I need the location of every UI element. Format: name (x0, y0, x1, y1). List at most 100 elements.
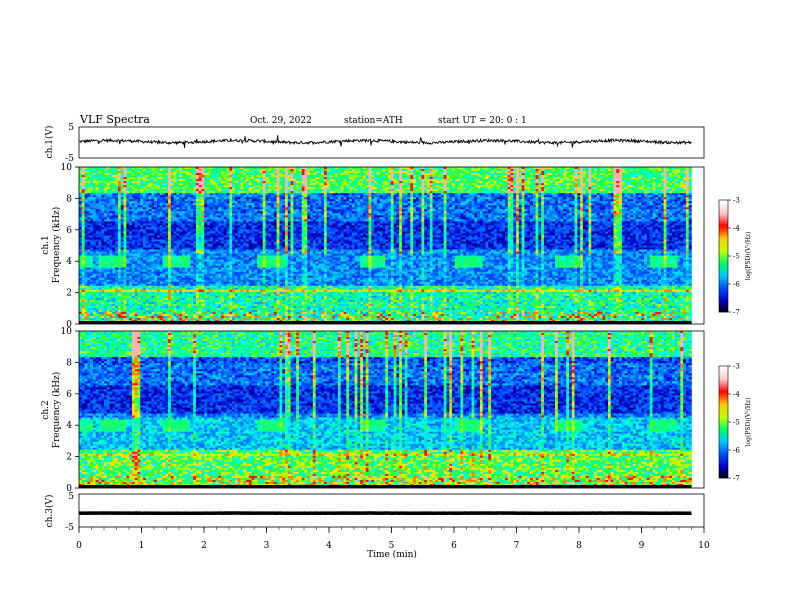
spectrogram-cell (107, 209, 110, 211)
spectrogram-cell (115, 280, 118, 282)
spectrogram-cell (129, 169, 132, 171)
spectrogram-cell (135, 268, 138, 270)
spectrogram-cell (101, 248, 104, 250)
spectrogram-cell (135, 264, 138, 266)
spectrogram-cell (107, 241, 110, 243)
spectrogram-cell (126, 288, 129, 290)
spectrogram-cell (126, 260, 129, 262)
spectrogram-cell (87, 195, 90, 197)
spectrogram-cell (137, 187, 140, 189)
spectrogram-cell (118, 290, 121, 292)
spectrogram-cell (90, 229, 93, 231)
spectrogram-cell (129, 195, 132, 197)
spectrogram-cell (104, 248, 107, 250)
spectrogram-cell (129, 258, 132, 260)
spectrogram-cell (121, 286, 124, 288)
start-time-label: start UT = 20: 0 : 1 (438, 116, 527, 126)
spectrogram-cell (129, 246, 132, 248)
spectrogram-cell (87, 302, 90, 304)
spectrogram-cell (121, 225, 124, 227)
spectrogram-cell (98, 256, 101, 258)
spectrogram-cell (101, 217, 104, 219)
spectrogram-cell (121, 209, 124, 211)
spectrogram-cell (90, 254, 93, 256)
spectrogram-cell (87, 219, 90, 221)
spectrogram-cell (82, 252, 85, 254)
spectrogram-cell (87, 175, 90, 177)
spectrogram-cell (107, 298, 110, 300)
spectrogram-cell (115, 189, 118, 191)
spectrogram-cell (126, 274, 129, 276)
spectrogram-cell (85, 243, 88, 245)
spectrogram-cell (121, 292, 124, 294)
spectrogram-cell (110, 298, 113, 300)
spectrogram-cell (85, 318, 88, 320)
spectrogram-cell (85, 213, 88, 215)
spectrogram-cell (118, 171, 121, 173)
spectrogram-cell (126, 258, 129, 260)
spectrogram-cell (112, 195, 115, 197)
spectrogram-cell (93, 183, 96, 185)
spectrogram-cell (124, 211, 127, 213)
spectrogram-cell (118, 310, 121, 312)
spectrogram-cell (96, 306, 99, 308)
spectrogram-cell (112, 175, 115, 177)
spectrogram-cell (104, 229, 107, 231)
spectrogram-cell (129, 207, 132, 209)
spectrogram-cell (96, 197, 99, 199)
spectrogram-cell (112, 312, 115, 314)
spectrogram-cell (110, 310, 113, 312)
spectrogram-cell (110, 252, 113, 254)
spectrogram-cell (101, 258, 104, 260)
spectrogram-cell (135, 223, 138, 225)
spectrogram-cell (90, 300, 93, 302)
spectrogram-cell (115, 197, 118, 199)
spectrogram-cell (135, 239, 138, 241)
spectrogram-cell (96, 235, 99, 237)
spectrogram-cell (115, 183, 118, 185)
spectrogram-cell (90, 177, 93, 179)
spectrogram-cell (115, 310, 118, 312)
spectrogram-cell (129, 248, 132, 250)
spectrogram-cell (135, 278, 138, 280)
spectrogram-cell (85, 241, 88, 243)
spectrogram-cell (90, 205, 93, 207)
spectrogram-cell (96, 179, 99, 181)
spectrogram-cell (132, 260, 135, 262)
spectrogram-cell (85, 300, 88, 302)
spectrogram-cell (87, 316, 90, 318)
spectrogram-cell (101, 316, 104, 318)
spectrogram-cell (85, 246, 88, 248)
spectrogram-cell (85, 183, 88, 185)
spectrogram-cell (85, 229, 88, 231)
spectrogram-cell (82, 288, 85, 290)
spectrogram-cell (90, 310, 93, 312)
spectrogram-cell (118, 250, 121, 252)
spectrogram-cell (82, 314, 85, 316)
spectrogram-cell (87, 300, 90, 302)
spectrogram-cell (90, 256, 93, 258)
spectrogram-cell (118, 211, 121, 213)
spectrogram-cell (87, 183, 90, 185)
spectrogram-cell (101, 310, 104, 312)
spectrogram-cell (104, 211, 107, 213)
spectrogram-cell (96, 199, 99, 201)
spectrogram-cell (98, 193, 101, 195)
spectrogram-cell (85, 195, 88, 197)
spectrogram-cell (137, 199, 140, 201)
spectrogram-cell (129, 260, 132, 262)
spectrogram-cell (135, 227, 138, 229)
spectrogram-cell (107, 278, 110, 280)
spectrogram-cell (101, 201, 104, 203)
spectrogram-cell (104, 298, 107, 300)
spectrogram-cell (115, 173, 118, 175)
spectrogram-cell (118, 284, 121, 286)
spectrogram-cell (82, 290, 85, 292)
spectrogram-cell (132, 318, 135, 320)
spectrogram-cell (110, 258, 113, 260)
spectrogram-cell (124, 260, 127, 262)
spectrogram-cell (79, 213, 82, 215)
spectrogram-cell (98, 260, 101, 262)
spectrogram-cell (90, 270, 93, 272)
spectrogram-cell (126, 229, 129, 231)
